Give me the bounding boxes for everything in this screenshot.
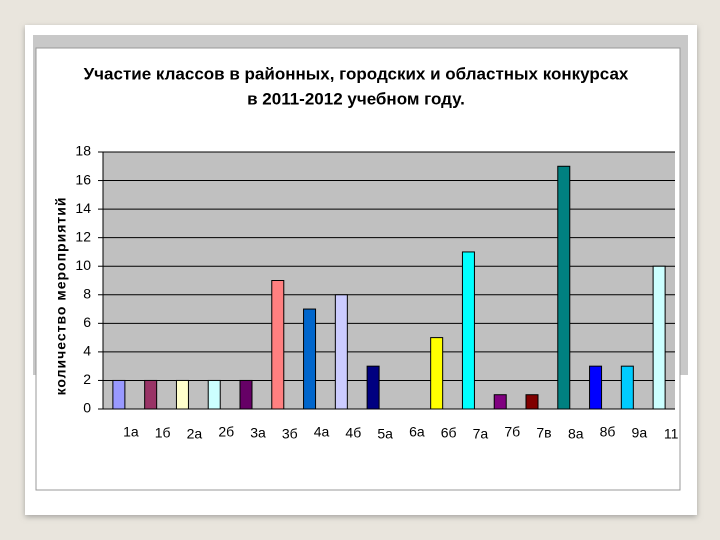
x-tick-label: 5а bbox=[377, 426, 393, 442]
bar bbox=[493, 394, 507, 410]
x-tick-label: 7в bbox=[536, 425, 551, 441]
bar bbox=[366, 365, 380, 410]
bar bbox=[303, 308, 317, 410]
bar bbox=[207, 379, 221, 410]
x-tick-label: 11 bbox=[664, 426, 679, 442]
y-tick-label: 0 bbox=[83, 400, 91, 416]
x-tick-label: 8б bbox=[600, 424, 616, 440]
x-tick-label: 2а bbox=[187, 426, 203, 442]
bar bbox=[112, 379, 126, 410]
bar bbox=[430, 337, 444, 410]
x-tick-label: 7б bbox=[504, 424, 520, 440]
x-tick-label: 9а bbox=[632, 425, 648, 441]
bar bbox=[525, 394, 539, 410]
x-tick-label: 4б bbox=[345, 425, 361, 441]
y-axis-label: количество мероприятий bbox=[53, 197, 69, 396]
y-tick-label: 2 bbox=[83, 371, 91, 387]
bar bbox=[271, 280, 285, 410]
y-tick-label: 4 bbox=[83, 343, 91, 359]
bar bbox=[175, 379, 189, 410]
bar bbox=[239, 379, 253, 410]
chart-title: в 2011-2012 учебном году. bbox=[247, 89, 465, 108]
x-tick-label: 3б bbox=[282, 426, 298, 442]
plot-area bbox=[103, 152, 675, 409]
y-tick-label: 6 bbox=[83, 314, 91, 330]
x-tick-label: 6б bbox=[441, 425, 457, 441]
bar bbox=[589, 365, 603, 410]
bar bbox=[144, 379, 158, 410]
y-tick-label: 12 bbox=[75, 228, 91, 244]
x-tick-label: 2б bbox=[218, 424, 234, 440]
x-tick-label: 4а bbox=[314, 424, 330, 440]
y-tick-label: 10 bbox=[75, 257, 91, 273]
x-tick-label: 1б bbox=[155, 425, 171, 441]
x-tick-label: 6а bbox=[409, 424, 425, 440]
y-tick-label: 18 bbox=[75, 143, 91, 159]
y-tick-label: 16 bbox=[75, 171, 91, 187]
bar bbox=[557, 165, 571, 410]
y-tick-label: 14 bbox=[75, 200, 91, 216]
x-tick-label: 7а bbox=[473, 426, 489, 442]
chart-title: Участие классов в районных, городских и … bbox=[84, 64, 629, 83]
bar bbox=[652, 265, 666, 410]
bar bbox=[620, 365, 634, 410]
x-tick-label: 1а bbox=[123, 424, 139, 440]
x-tick-label: 3а bbox=[250, 425, 266, 441]
x-tick-label: 8а bbox=[568, 426, 584, 442]
bar bbox=[334, 294, 348, 410]
bar bbox=[461, 251, 475, 410]
y-tick-label: 8 bbox=[83, 285, 91, 301]
